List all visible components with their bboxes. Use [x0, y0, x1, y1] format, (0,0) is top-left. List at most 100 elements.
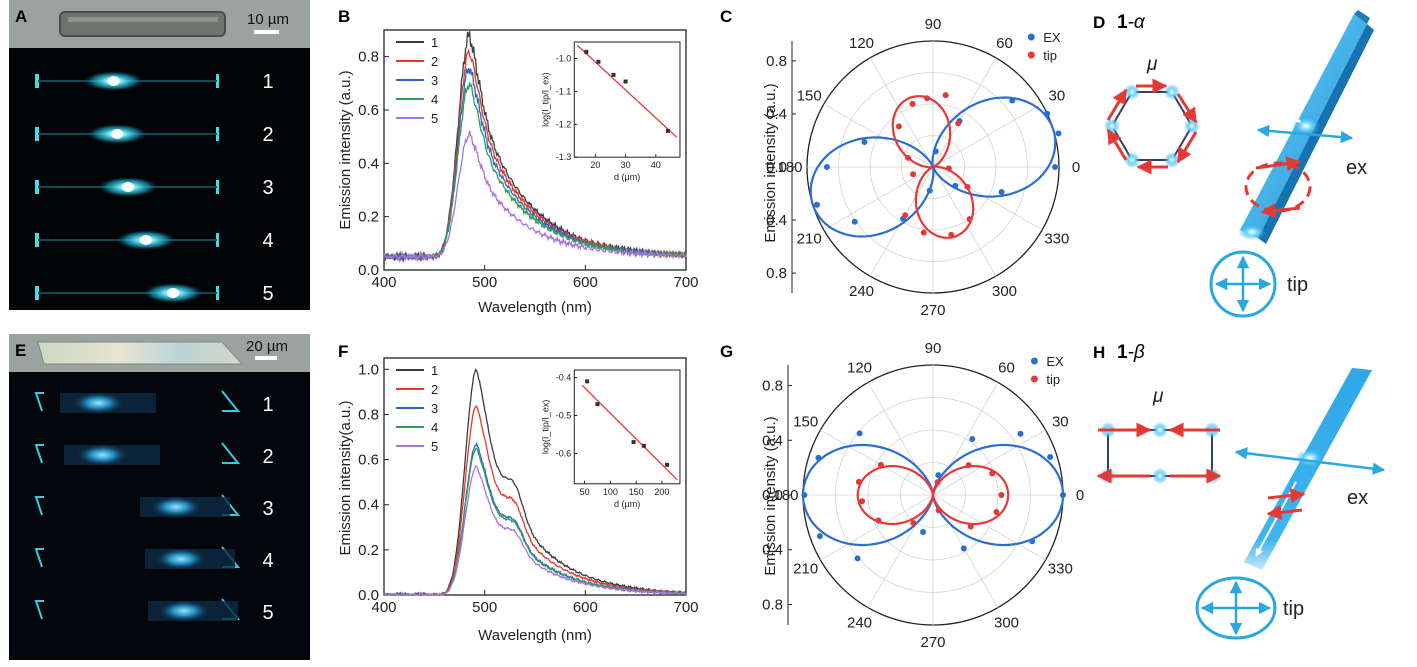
ex-point — [851, 218, 858, 225]
panel-e-row-number: 2 — [262, 446, 273, 468]
panel-h-node — [1152, 468, 1168, 484]
panel-d-node — [1184, 118, 1200, 134]
panel-h-ex-label: ex — [1347, 487, 1368, 509]
panel-h-title-num: 1 — [1117, 342, 1128, 363]
panel-h-tip-ellipse — [1195, 576, 1277, 640]
ex-point — [960, 545, 967, 552]
legend-marker-tip — [1027, 51, 1035, 59]
polar-grid-spoke — [932, 494, 1046, 561]
panel-b-xlabel: Wavelength (nm) — [478, 299, 592, 316]
polar-angle-label: 90 — [925, 340, 942, 357]
inset-x-tick-label: 30 — [621, 160, 631, 170]
panel-h: H 1-β μ ex tip — [1093, 342, 1386, 640]
polar-angle-label: 120 — [849, 35, 874, 52]
inset-point — [595, 402, 600, 407]
inset-y-tick-label: -0.4 — [556, 373, 572, 383]
tip-point — [993, 509, 1000, 516]
polar-angle-label: 150 — [797, 88, 822, 105]
panel-d-node — [1104, 118, 1120, 134]
polar-radial-label: 0.4 — [766, 212, 787, 229]
panel-a-row-number: 2 — [262, 124, 273, 146]
spectrum-line — [384, 405, 687, 596]
polar-grid-spoke — [869, 57, 934, 168]
inset-y-tick-label: -1.3 — [556, 152, 572, 162]
panel-e-emission-spot — [72, 392, 125, 414]
legend-label-tip: tip — [1043, 48, 1057, 63]
panel-a-rows: 1 2 3 4 5 — [35, 71, 274, 305]
ex-point — [1044, 110, 1051, 117]
polar-grid-spoke — [820, 429, 934, 496]
ex-point — [1017, 430, 1024, 437]
inset-ylabel: log(I_tip/I_ex) — [540, 72, 550, 127]
inset-y-tick-label: -1.1 — [556, 86, 572, 96]
panel-h-tip-label: tip — [1283, 598, 1304, 620]
x-tick-label: 500 — [472, 274, 497, 291]
panel-h-title-sym: -β — [1128, 342, 1145, 363]
panel-e-row-number: 1 — [262, 394, 273, 416]
panel-d-node — [1124, 152, 1140, 168]
tip-point — [923, 95, 930, 102]
polar-radial-label: 0.8 — [766, 265, 787, 282]
inset-y-tick-label: -0.6 — [556, 448, 572, 458]
y-tick-label: 0.8 — [358, 49, 379, 66]
legend-label: 2 — [431, 54, 438, 69]
panel-d-dipole-ring — [1244, 161, 1312, 213]
ex-point — [1055, 130, 1062, 137]
ex-fit-curve — [809, 96, 1057, 238]
panel-a-row-number: 1 — [262, 71, 273, 93]
panel-a-emission-core — [167, 288, 179, 298]
inset-point — [611, 72, 616, 77]
panel-d-ring-arrow — [1260, 203, 1301, 219]
inset-point — [584, 49, 589, 54]
panel-a-crystal-highlight — [68, 17, 218, 22]
ex-point — [969, 435, 976, 442]
panel-d-hexagon-nodes — [1104, 84, 1200, 168]
polar-angle-label: 30 — [1052, 414, 1069, 431]
polar-angle-label: 60 — [996, 35, 1013, 52]
plot-frame — [383, 29, 687, 271]
ex-point — [1060, 492, 1066, 498]
y-tick-label: 0.6 — [358, 452, 379, 469]
panel-a-rod-end-right — [216, 180, 219, 194]
panel-d-hexagon — [1110, 91, 1194, 161]
tip-point — [966, 216, 973, 223]
tip-point — [905, 154, 912, 161]
inset-x-tick-label: 20 — [590, 160, 600, 170]
y-tick-label: 0.6 — [358, 102, 379, 119]
panel-d-node — [1124, 84, 1140, 100]
polar-radial-label: 0.4 — [766, 106, 787, 123]
ex-point — [926, 187, 933, 194]
panel-a-scalebar-label: 10 µm — [247, 11, 289, 28]
inset-x-tick-label: 100 — [603, 487, 618, 497]
panel-d-mu-symbol: μ — [1146, 54, 1158, 75]
panel-d-ex-double-arrow — [1256, 124, 1354, 144]
panel-a-rod-end-left — [35, 233, 39, 247]
panel-d-tip-label: tip — [1287, 274, 1308, 296]
inset-fit-line — [576, 44, 678, 138]
panel-e-label: E — [15, 341, 26, 360]
panel-d-dipole-arrow — [1176, 131, 1198, 164]
panel-a-rod-end-left — [35, 180, 39, 194]
y-tick-label: 0.0 — [358, 262, 379, 279]
legend-label: 4 — [431, 420, 438, 435]
legend-label: 2 — [431, 382, 438, 397]
inset-frame — [573, 41, 681, 158]
tip-point — [909, 100, 916, 107]
ex-point — [854, 555, 861, 562]
panel-e-edge-left — [34, 496, 44, 516]
polar-angle-label: 120 — [847, 360, 872, 377]
polar-radial-label: 0.8 — [762, 596, 783, 613]
tip-point — [910, 171, 917, 178]
tip-point — [895, 123, 902, 130]
panel-e-emission-spot — [76, 444, 129, 466]
panel-c-label: C — [720, 7, 732, 26]
panel-h-title: 1-β — [1117, 342, 1145, 363]
tip-point — [855, 478, 862, 485]
panel-f-ylabel: Emission intensity(a.u.) — [337, 400, 354, 555]
panel-a: 10 µm 1 2 3 4 5 A — [9, 0, 310, 310]
inset-fit-line — [581, 384, 678, 481]
ex-point — [1047, 453, 1054, 460]
polar-angle-label: 180 — [777, 159, 802, 176]
panel-a-emission-core — [107, 76, 120, 86]
